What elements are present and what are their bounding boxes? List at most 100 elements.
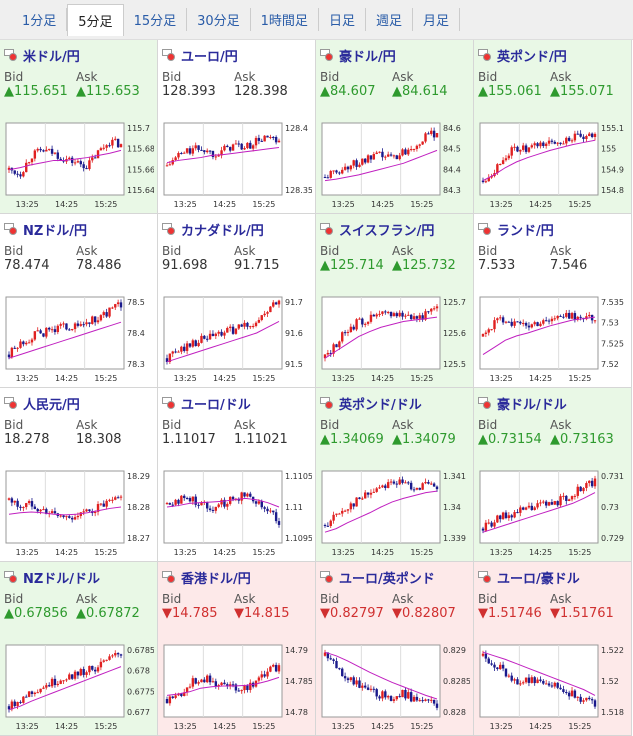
pair-name[interactable]: 豪ドル/ドル (497, 397, 567, 413)
chart-frame (321, 296, 441, 370)
tab-7[interactable]: 月足 (413, 8, 460, 31)
candle-body (567, 137, 571, 141)
mini-candle-chart[interactable]: 78.5 78.4 78.3 13:25 14:25 15:25 (4, 293, 154, 385)
pair-name[interactable]: 米ドル/円 (23, 49, 80, 65)
bid-price: ▲155.061 (478, 84, 542, 99)
y-tick-label: 1.52 (601, 677, 619, 686)
rate-card[interactable]: ユーロ/豪ドル Bid Ask ▼1.51746 ▼1.51761 1.522 1… (474, 562, 632, 736)
candle-body (547, 502, 551, 506)
pair-name[interactable]: カナダドル/円 (181, 223, 264, 239)
rate-card-title[interactable]: NZドル/ドル (4, 568, 153, 587)
y-tick-label: 0.729 (601, 534, 624, 543)
rate-card-title[interactable]: カナダドル/円 (162, 220, 311, 239)
pair-name[interactable]: 英ポンド/円 (497, 49, 567, 65)
candle-body (114, 497, 117, 500)
rate-card[interactable]: NZドル/円 Bid Ask 78.474 78.486 78.5 78.4 78.… (0, 214, 158, 388)
mini-candle-chart[interactable]: 125.7 125.6 125.5 13:25 14:25 15:25 (320, 293, 470, 385)
pair-name[interactable]: スイスフラン/円 (339, 223, 435, 239)
rate-card-title[interactable]: ユーロ/英ポンド (320, 568, 469, 587)
pair-name[interactable]: NZドル/円 (23, 223, 88, 239)
rate-card[interactable]: ユーロ/ドル Bid Ask 1.11017 1.11021 1.1105 1.1… (158, 388, 316, 562)
pair-name[interactable]: NZドル/ドル (23, 571, 101, 587)
mini-candle-chart[interactable]: 91.7 91.6 91.5 13:25 14:25 15:25 (162, 293, 312, 385)
rate-card[interactable]: 豪ドル/円 Bid Ask ▲84.607 ▲84.614 84.6 84.5 84… (316, 40, 474, 214)
rate-card-title[interactable]: ランド/円 (478, 220, 627, 239)
rate-card-title[interactable]: スイスフラン/円 (320, 220, 469, 239)
mini-candle-chart[interactable]: 7.535 7.53 7.525 7.52 13:25 14:25 15:25 (478, 293, 628, 385)
rate-card-title[interactable]: 人民元/円 (4, 394, 153, 413)
mini-candle-chart[interactable]: 18.29 18.28 18.27 13:25 14:25 15:25 (4, 467, 154, 559)
pair-name[interactable]: ユーロ/英ポンド (339, 571, 435, 587)
candle-body (355, 160, 358, 167)
pair-name[interactable]: 香港ドル/円 (181, 571, 251, 587)
mini-candle-chart[interactable]: 0.6785 0.678 0.6775 0.677 13:25 14:25 15:25 (4, 641, 154, 733)
candle-body (369, 492, 373, 495)
candle-body (329, 520, 332, 526)
pair-name[interactable]: 豪ドル/円 (339, 49, 396, 65)
candle-body (510, 321, 513, 326)
tab-5[interactable]: 日足 (319, 8, 366, 31)
rate-card-title[interactable]: 豪ドル/円 (320, 46, 469, 65)
rate-card-title[interactable]: 米ドル/円 (4, 46, 153, 65)
rate-card[interactable]: ランド/円 Bid Ask 7.533 7.546 7.535 7.53 7.525… (474, 214, 632, 388)
rate-card[interactable]: 英ポンド/ドル Bid Ask ▲1.34069 ▲1.34079 1.341 1… (316, 388, 474, 562)
rate-card[interactable]: NZドル/ドル Bid Ask ▲0.67856 ▲0.67872 0.6785… (0, 562, 158, 736)
tab-2[interactable]: 15分足 (124, 8, 188, 31)
rate-card[interactable]: スイスフラン/円 Bid Ask ▲125.714 ▲125.732 125.7… (316, 214, 474, 388)
tab-1[interactable]: 5分足 (67, 3, 124, 36)
rate-card[interactable]: 豪ドル/ドル Bid Ask ▲0.73154 ▲0.73163 0.731 0.… (474, 388, 632, 562)
mini-candle-chart[interactable]: 1.1105 1.11 1.1095 13:25 14:25 15:25 (162, 467, 312, 559)
candle-body (13, 170, 16, 174)
mini-candle-chart[interactable]: 0.731 0.73 0.729 13:25 14:25 15:25 (478, 467, 628, 559)
moving-average-line (8, 666, 122, 711)
candle-body (177, 351, 180, 353)
tab-4[interactable]: 1時間足 (251, 8, 319, 31)
mini-candle-chart[interactable]: 0.829 0.8285 0.828 13:25 14:25 15:25 (320, 641, 470, 733)
candle-body (352, 677, 355, 685)
rate-card[interactable]: 米ドル/円 Bid Ask ▲115.651 ▲115.653 115.7 115… (0, 40, 158, 214)
mini-candle-chart[interactable]: 128.4 128.35 13:25 14:25 15:25 (162, 119, 312, 211)
mini-candle-chart[interactable]: 1.522 1.52 1.518 13:25 14:25 15:25 (478, 641, 628, 733)
rate-card[interactable]: 香港ドル/円 Bid Ask ▼14.785 ▼14.815 14.79 14.7… (158, 562, 316, 736)
rate-card-title[interactable]: 英ポンド/円 (478, 46, 627, 65)
candle-body (76, 671, 80, 676)
tab-0[interactable]: 1分足 (12, 8, 68, 31)
rate-card-title[interactable]: ユーロ/円 (162, 46, 311, 65)
candle-body (56, 325, 60, 333)
rate-card[interactable]: カナダドル/円 Bid Ask 91.698 91.715 91.7 91.6 91… (158, 214, 316, 388)
rate-card-title[interactable]: 香港ドル/円 (162, 568, 311, 587)
mini-candle-chart[interactable]: 14.79 14.785 14.78 13:25 14:25 15:25 (162, 641, 312, 733)
y-tick-label: 155.1 (601, 124, 624, 133)
candle-body (544, 143, 548, 146)
tab-6[interactable]: 週足 (366, 8, 413, 31)
rate-card[interactable]: 英ポンド/円 Bid Ask ▲155.061 ▲155.071 155.1 15… (474, 40, 632, 214)
pair-name[interactable]: 人民元/円 (23, 397, 80, 413)
candle-body (401, 149, 404, 156)
rate-card[interactable]: ユーロ/円 Bid Ask 128.393 128.398 128.4 128.3… (158, 40, 316, 214)
candle-body (114, 304, 117, 308)
rate-card-title[interactable]: NZドル/円 (4, 220, 153, 239)
pair-name[interactable]: 英ポンド/ドル (339, 397, 422, 413)
rate-card-title[interactable]: ユーロ/豪ドル (478, 568, 627, 587)
pair-name[interactable]: ランド/円 (497, 223, 554, 239)
candle-body (50, 678, 54, 687)
pair-name[interactable]: ユーロ/円 (181, 49, 238, 65)
rate-card-title[interactable]: ユーロ/ドル (162, 394, 311, 413)
candle-body (553, 141, 556, 144)
candle-body (501, 317, 505, 323)
mini-candle-chart[interactable]: 1.341 1.34 1.339 13:25 14:25 15:25 (320, 467, 470, 559)
pair-name[interactable]: ユーロ/豪ドル (497, 571, 580, 587)
mini-candle-chart[interactable]: 155.1 155 154.9 154.8 13:25 14:25 15:25 (478, 119, 628, 211)
candle-body (76, 161, 80, 163)
mini-candle-chart[interactable]: 115.7 115.68 115.66 115.64 13:25 14:25 15:25 (4, 119, 154, 211)
mini-candle-chart[interactable]: 84.6 84.5 84.4 84.3 13:25 14:25 15:25 (320, 119, 470, 211)
candle-body (386, 696, 390, 698)
rate-card[interactable]: ユーロ/英ポンド Bid Ask ▼0.82797 ▼0.82807 0.829… (316, 562, 474, 736)
bid-price: ▲1.34069 (320, 432, 384, 447)
candle-body (409, 314, 413, 320)
rate-card-title[interactable]: 英ポンド/ドル (320, 394, 469, 413)
pair-name[interactable]: ユーロ/ドル (181, 397, 251, 413)
tab-3[interactable]: 30分足 (187, 8, 251, 31)
rate-card-title[interactable]: 豪ドル/ドル (478, 394, 627, 413)
rate-card[interactable]: 人民元/円 Bid Ask 18.278 18.308 18.29 18.28 18… (0, 388, 158, 562)
